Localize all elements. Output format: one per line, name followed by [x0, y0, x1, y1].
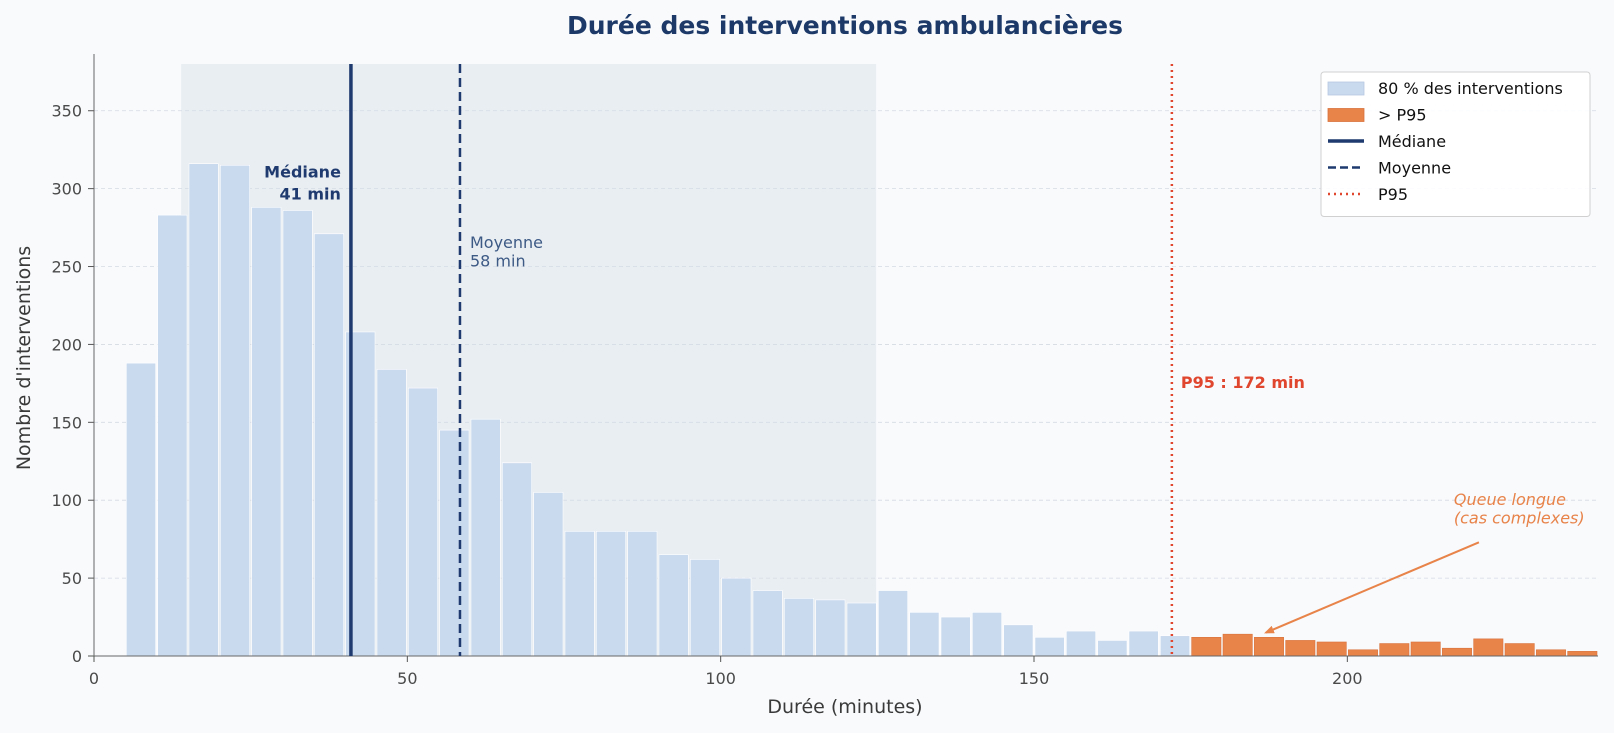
bar — [1160, 635, 1190, 657]
mean-annotation-label: Moyenne — [470, 233, 543, 252]
bar — [815, 599, 846, 657]
bar-tail — [1442, 647, 1472, 657]
bar-tail — [1254, 637, 1284, 657]
median-annotation-label: Médiane — [264, 163, 341, 182]
bar-tail — [1348, 649, 1378, 657]
bar — [846, 602, 877, 657]
bar-tail — [1316, 641, 1347, 657]
bar — [784, 598, 814, 657]
x-tick-label: 200 — [1332, 669, 1363, 688]
bar — [658, 554, 689, 657]
bar-tail — [1536, 649, 1566, 657]
bar — [251, 207, 282, 657]
bar — [1066, 630, 1096, 657]
bar-tail — [1410, 641, 1441, 657]
y-tick-label: 150 — [51, 413, 82, 432]
y-tick-label: 350 — [51, 102, 82, 121]
x-tick-label: 100 — [705, 669, 736, 688]
tail-note-line2: (cas complexes) — [1454, 509, 1585, 528]
bar — [1034, 637, 1065, 657]
bar — [909, 612, 940, 657]
chart-title: Durée des interventions ambulancières — [567, 11, 1123, 40]
x-tick-label: 50 — [397, 669, 417, 688]
x-tick-label: 0 — [89, 669, 99, 688]
p95-annotation: P95 : 172 min — [1181, 373, 1305, 392]
bar — [752, 590, 783, 657]
x-axis-label: Durée (minutes) — [767, 696, 922, 718]
bar-tail — [1191, 637, 1222, 657]
bar — [972, 612, 1002, 657]
tail-note-arrow — [1264, 541, 1480, 634]
tail-note-line1: Queue longue — [1454, 490, 1566, 509]
plot-area: 0 50 100 150 200 250 300 350 0 50 100 150 200 Médiane… — [51, 54, 1598, 688]
bar — [721, 577, 752, 657]
bar — [157, 214, 188, 657]
legend-label: P95 — [1378, 185, 1408, 204]
legend-label: > P95 — [1378, 106, 1427, 125]
bar-tail — [1567, 651, 1598, 657]
median-annotation-value: 41 min — [280, 185, 341, 204]
bar — [282, 210, 313, 657]
bar — [564, 531, 595, 657]
bar — [502, 462, 532, 657]
bar — [596, 531, 626, 657]
bar — [188, 163, 219, 657]
bar-tail — [1379, 643, 1410, 657]
bar-tail — [1222, 633, 1253, 657]
bar — [940, 616, 971, 657]
bar — [126, 362, 156, 657]
y-tick-label: 50 — [62, 569, 82, 588]
bar — [690, 559, 720, 657]
y-tick-label: 250 — [51, 258, 82, 277]
x-tick-label: 150 — [1019, 669, 1050, 688]
bar-tail — [1504, 643, 1535, 657]
bar — [439, 429, 470, 657]
mean-annotation-value: 58 min — [470, 252, 526, 271]
legend-box — [1320, 71, 1591, 217]
y-tick-label: 0 — [72, 647, 82, 666]
bar — [408, 387, 438, 657]
bar — [314, 233, 344, 657]
bar — [1097, 640, 1128, 657]
legend-label: 80 % des interventions — [1378, 79, 1563, 98]
bar — [376, 369, 407, 657]
bar — [533, 492, 564, 657]
y-tick-label: 300 — [51, 180, 82, 199]
y-tick-label: 100 — [51, 491, 82, 510]
y-axis-label: Nombre d'interventions — [13, 246, 35, 470]
legend-swatch — [1327, 81, 1365, 96]
bar-tail — [1473, 638, 1504, 657]
legend: 80 % des interventions > P95 Médiane Moyenn… — [1320, 71, 1591, 217]
bar-tail — [1285, 640, 1316, 657]
bar — [220, 164, 250, 657]
legend-swatch — [1327, 108, 1365, 122]
bar — [470, 418, 501, 657]
bar — [627, 531, 658, 657]
bar — [1003, 624, 1034, 657]
legend-label: Médiane — [1378, 132, 1446, 151]
bar — [1128, 630, 1159, 657]
legend-label: Moyenne — [1378, 159, 1451, 178]
bar — [878, 590, 908, 657]
y-tick-label: 200 — [51, 335, 82, 354]
